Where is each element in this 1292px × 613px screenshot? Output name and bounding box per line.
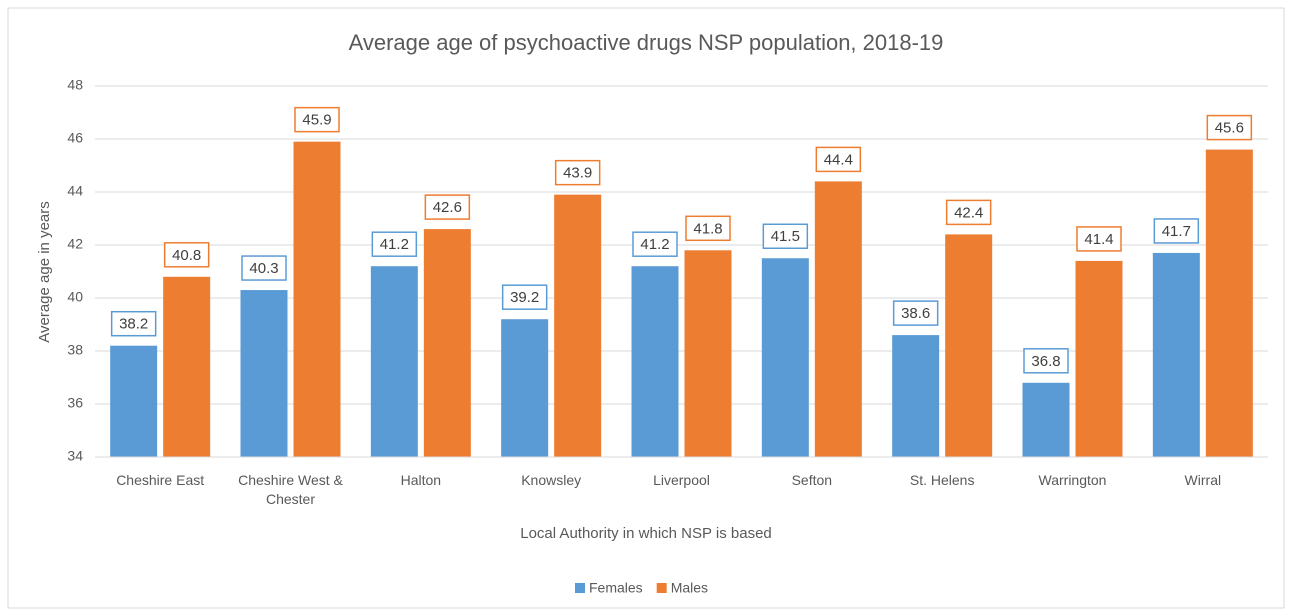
bar: [110, 345, 158, 457]
x-tick-label: Wirral: [1184, 472, 1222, 488]
data-label: 41.5: [771, 228, 800, 245]
x-tick-label: Cheshire West & Chester: [238, 472, 343, 507]
data-label-box: [371, 231, 418, 257]
data-label: 45.6: [1215, 120, 1244, 137]
bar: [554, 194, 602, 457]
legend-swatch: [575, 583, 585, 593]
data-label: 36.8: [1031, 353, 1060, 370]
bar: [1075, 260, 1123, 457]
y-tick-label: 34: [67, 448, 83, 464]
y-tick-label: 42: [67, 236, 83, 252]
data-label: 40.8: [172, 247, 201, 264]
data-label: 41.8: [693, 220, 722, 237]
bar: [945, 234, 993, 457]
data-label-box: [945, 199, 992, 226]
data-label-box: [294, 106, 340, 133]
bar: [892, 335, 940, 457]
data-label: 41.4: [1084, 231, 1113, 248]
data-label-box: [762, 223, 809, 249]
data-label: 41.7: [1162, 223, 1191, 240]
data-label-box: [424, 194, 471, 220]
bar: [814, 181, 862, 457]
data-label: 42.6: [433, 199, 462, 216]
x-tick-label: Knowsley: [521, 472, 582, 488]
x-tick-label: St. Helens: [909, 472, 975, 488]
y-tick-label: 46: [67, 130, 83, 146]
data-label-box: [892, 300, 939, 326]
data-label-box: [1206, 114, 1253, 141]
data-label: 39.2: [510, 289, 539, 306]
data-label-box: [1023, 348, 1069, 374]
data-label-box: [685, 215, 731, 242]
data-label-box: [632, 231, 678, 257]
x-tick-label: Halton: [400, 472, 442, 488]
bar: [293, 141, 341, 457]
y-axis-title: Average age in years: [36, 201, 53, 342]
bar: [684, 250, 732, 457]
data-label-box: [554, 159, 601, 186]
bar: [163, 276, 211, 457]
bar: [1152, 252, 1200, 457]
bar: [761, 258, 809, 457]
bar: [240, 290, 288, 457]
data-label: 38.6: [901, 305, 930, 322]
bar: [501, 319, 549, 457]
legend-label: Males: [671, 580, 708, 596]
data-label-box: [241, 255, 287, 281]
data-label-box: [501, 284, 548, 310]
bar: [370, 266, 418, 457]
bar: [631, 266, 679, 457]
data-label: 41.2: [640, 236, 669, 253]
data-label: 44.4: [824, 151, 853, 168]
data-label-box: [163, 242, 210, 268]
x-tick-label: Warrington: [1038, 472, 1107, 488]
legend-swatch: [656, 583, 667, 593]
bar: [1205, 149, 1253, 457]
data-label: 41.2: [380, 236, 409, 253]
y-tick-label: 36: [67, 395, 83, 411]
bar: [423, 229, 471, 457]
data-label: 43.9: [563, 165, 592, 182]
data-label: 40.3: [249, 260, 278, 277]
y-tick-label: 44: [67, 183, 83, 199]
data-label: 42.4: [954, 204, 983, 221]
chart-title: Average age of psychoactive drugs NSP po…: [349, 30, 944, 55]
y-tick-label: 48: [67, 77, 83, 93]
data-label: 38.2: [119, 316, 148, 333]
data-label-box: [110, 310, 157, 337]
legend-label: Females: [589, 580, 643, 596]
data-label: 45.9: [302, 112, 331, 129]
data-label-box: [1153, 218, 1200, 244]
x-tick-label: Cheshire East: [116, 472, 205, 488]
x-axis-title: Local Authority in which NSP is based: [520, 525, 772, 542]
y-tick-label: 38: [67, 342, 83, 358]
data-label-box: [815, 146, 862, 173]
bar: [1022, 382, 1070, 457]
x-tick-label: Liverpool: [653, 472, 710, 488]
data-label-box: [1076, 226, 1122, 252]
x-tick-label: Sefton: [791, 472, 833, 488]
y-tick-label: 40: [67, 289, 83, 305]
